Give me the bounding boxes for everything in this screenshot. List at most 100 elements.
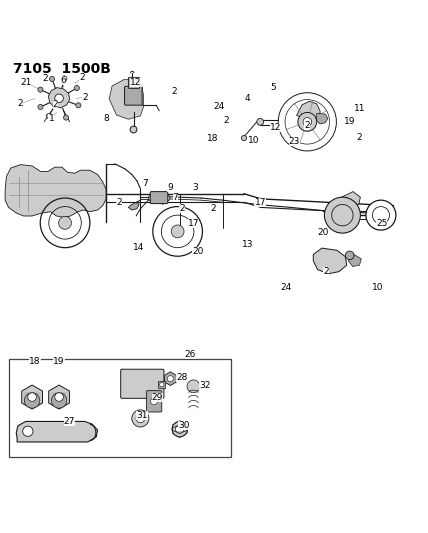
Text: 26: 26 <box>185 350 196 359</box>
FancyBboxPatch shape <box>128 77 140 88</box>
Text: 19: 19 <box>54 357 65 366</box>
Text: 2: 2 <box>42 74 48 83</box>
Circle shape <box>55 393 63 401</box>
Circle shape <box>130 126 137 133</box>
Text: 2: 2 <box>79 73 85 82</box>
FancyBboxPatch shape <box>125 86 142 105</box>
Circle shape <box>164 195 170 201</box>
Text: 12: 12 <box>270 123 282 132</box>
Text: 2: 2 <box>304 121 310 130</box>
Text: 31: 31 <box>137 411 148 420</box>
Polygon shape <box>297 101 320 120</box>
Text: 12: 12 <box>131 78 142 87</box>
Circle shape <box>28 393 36 401</box>
Text: 20: 20 <box>192 247 203 256</box>
FancyBboxPatch shape <box>121 369 164 398</box>
Circle shape <box>175 425 184 433</box>
Polygon shape <box>22 385 42 409</box>
Circle shape <box>63 115 68 120</box>
FancyBboxPatch shape <box>146 391 162 412</box>
Text: 5: 5 <box>270 83 276 92</box>
Circle shape <box>76 103 81 108</box>
Text: 25: 25 <box>376 219 387 228</box>
Text: 24: 24 <box>280 282 291 292</box>
Polygon shape <box>338 191 360 207</box>
Circle shape <box>136 414 145 423</box>
Text: 27: 27 <box>64 417 75 426</box>
Polygon shape <box>317 114 328 124</box>
FancyBboxPatch shape <box>150 191 168 204</box>
Text: 7: 7 <box>172 192 178 201</box>
Polygon shape <box>16 422 98 442</box>
Circle shape <box>151 398 158 405</box>
Circle shape <box>149 195 155 201</box>
Circle shape <box>167 376 173 382</box>
Text: 4: 4 <box>244 94 250 103</box>
Text: 2: 2 <box>179 204 185 213</box>
Text: 11: 11 <box>354 104 365 114</box>
Text: 3: 3 <box>192 183 198 192</box>
Circle shape <box>23 426 33 437</box>
Text: 20: 20 <box>318 228 329 237</box>
Circle shape <box>38 87 43 92</box>
Polygon shape <box>348 255 361 266</box>
Text: 2: 2 <box>223 117 229 125</box>
Circle shape <box>46 114 51 119</box>
Text: 9: 9 <box>167 183 173 192</box>
Circle shape <box>51 393 67 408</box>
Text: 2: 2 <box>18 99 24 108</box>
Text: 28: 28 <box>176 373 187 382</box>
Circle shape <box>59 216 71 229</box>
Text: 2: 2 <box>210 204 216 213</box>
Polygon shape <box>5 165 106 217</box>
Text: 19: 19 <box>345 117 356 126</box>
Text: 29: 29 <box>152 392 163 401</box>
Text: 10: 10 <box>372 284 383 293</box>
Text: 13: 13 <box>242 240 253 249</box>
Text: 18: 18 <box>30 357 41 366</box>
Text: 2: 2 <box>323 267 329 276</box>
Text: 6: 6 <box>60 76 66 85</box>
Text: 1: 1 <box>48 115 54 123</box>
Text: 32: 32 <box>199 381 210 390</box>
FancyBboxPatch shape <box>158 381 165 389</box>
Circle shape <box>132 410 149 427</box>
Circle shape <box>303 118 312 126</box>
Circle shape <box>62 76 67 81</box>
Polygon shape <box>48 87 70 108</box>
Text: 2: 2 <box>82 93 88 102</box>
Circle shape <box>160 383 164 387</box>
Text: 8: 8 <box>103 115 109 123</box>
Circle shape <box>257 118 264 125</box>
Circle shape <box>74 85 80 91</box>
Text: 21: 21 <box>20 78 31 87</box>
Circle shape <box>24 393 40 408</box>
Circle shape <box>38 104 43 110</box>
Circle shape <box>172 422 187 437</box>
Text: 7: 7 <box>143 179 149 188</box>
Polygon shape <box>49 385 69 409</box>
Text: 14: 14 <box>134 243 145 252</box>
Polygon shape <box>313 248 347 274</box>
Text: 7105  1500B: 7105 1500B <box>13 62 111 76</box>
Circle shape <box>187 380 200 393</box>
Text: 2: 2 <box>172 86 178 95</box>
Text: 2: 2 <box>53 100 59 109</box>
Circle shape <box>241 135 247 141</box>
Circle shape <box>55 94 63 102</box>
Text: 17: 17 <box>188 219 199 228</box>
Polygon shape <box>128 203 139 210</box>
Circle shape <box>171 225 184 238</box>
Text: 23: 23 <box>289 136 300 146</box>
Polygon shape <box>109 79 143 119</box>
Circle shape <box>324 197 360 233</box>
Text: 2: 2 <box>116 198 122 207</box>
Circle shape <box>366 200 396 230</box>
Text: 17: 17 <box>255 198 266 207</box>
Text: 2: 2 <box>357 133 363 142</box>
FancyBboxPatch shape <box>9 359 231 457</box>
Text: 30: 30 <box>178 421 190 430</box>
Text: 10: 10 <box>248 136 259 145</box>
Circle shape <box>298 112 317 131</box>
Polygon shape <box>164 372 176 385</box>
